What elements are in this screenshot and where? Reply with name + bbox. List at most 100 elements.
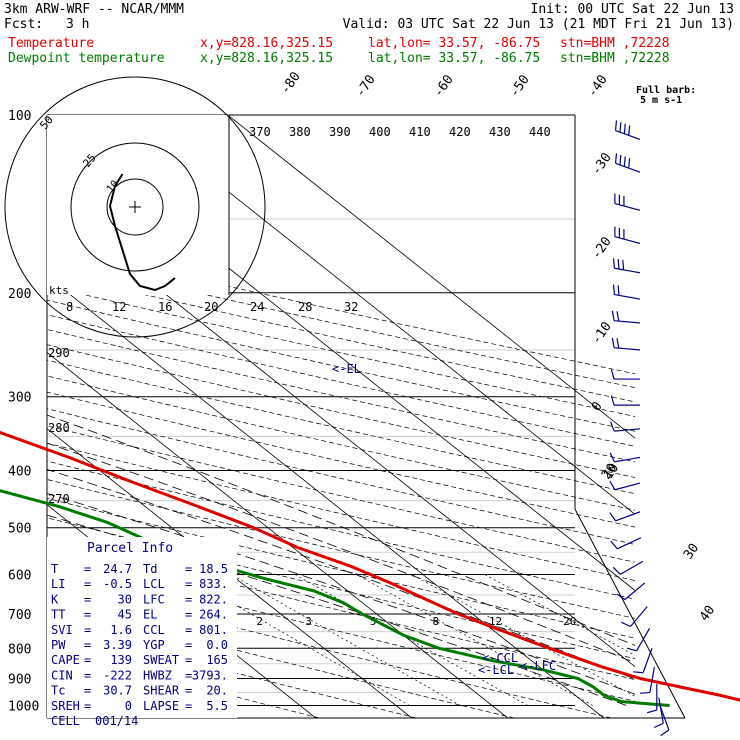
parcel-equals-right: =	[185, 638, 192, 652]
isotherm-label: 40	[697, 603, 718, 624]
wind-barb-staff	[619, 560, 644, 575]
wind-barb-flag	[622, 259, 625, 270]
wind-barb-flag	[611, 337, 615, 348]
isotherm-label: 30	[681, 541, 702, 562]
dry-adiabat-label: 290	[48, 346, 70, 360]
parcel-value-right: 0.0	[206, 638, 228, 652]
pressure-tick-label: 300	[8, 391, 31, 406]
isotherm-label: 0	[589, 399, 606, 414]
wind-barb-staff	[614, 482, 641, 491]
parcel-key-left: Tc	[51, 684, 65, 698]
dry-adiabat	[47, 601, 515, 718]
parcel-key-right: LFC	[143, 592, 165, 606]
dry-adiabat	[47, 314, 635, 447]
mixing-ratio-label: 2	[256, 615, 263, 628]
mixing-ratio-line	[231, 574, 461, 706]
isotherm-line	[227, 115, 635, 439]
parcel-value-right: 822.	[199, 592, 228, 606]
isotherm-line	[47, 275, 605, 718]
parcel-cell-value: 001/14	[95, 714, 138, 728]
legend-dewpoint-latlon: lat,lon= 33.57, -86.75	[368, 51, 541, 66]
isotherm-line	[47, 351, 509, 718]
isotherm-label: 20	[599, 461, 620, 482]
wind-barb-staff	[659, 705, 670, 731]
mixing-ratio-line	[484, 574, 635, 656]
parcel-value-left: 24.7	[103, 562, 132, 576]
dry-adiabat	[47, 344, 635, 478]
parcel-value-right: 3793.	[192, 668, 228, 682]
mixing-ratio-line	[356, 574, 594, 706]
wind-barb-staff	[649, 666, 655, 693]
wind-barb-flag	[617, 259, 620, 270]
parcel-value-left: 3.39	[103, 638, 132, 652]
parcel-value-left: 139	[110, 653, 132, 667]
pressure-tick-label: 1000	[8, 699, 39, 714]
parcel-value-right: 833.	[199, 577, 228, 591]
isotherm-label: -40	[585, 72, 611, 100]
parcel-equals-left: =	[84, 577, 91, 591]
theta-label: 390	[329, 125, 351, 139]
moist-adiabat	[47, 414, 635, 646]
wind-barb-flag	[619, 154, 622, 165]
parcel-equals-right: =	[185, 623, 192, 637]
wind-barb-flag	[616, 311, 620, 322]
parcel-equals-left: =	[84, 562, 91, 576]
wind-barb-staff	[616, 537, 642, 550]
forecast-label: Fcst:	[4, 17, 44, 32]
parcel-value-left: -0.5	[103, 577, 132, 591]
pressure-tick-label: 900	[8, 672, 31, 687]
moist-adiabat	[47, 493, 635, 695]
wind-barb-staff	[636, 627, 651, 652]
wind-barb-flag	[623, 123, 626, 134]
wind-barb-flag	[614, 120, 618, 131]
parcel-key-left: SVI	[51, 623, 73, 637]
legend-dewpoint-xy: x,y=828.16,325.15	[200, 51, 334, 66]
wind-barb-unit: 5 m s-1	[640, 95, 682, 106]
dry-adiabat	[47, 497, 635, 639]
wind-barb-flag	[653, 722, 664, 729]
wind-barb-flag	[614, 153, 618, 164]
forecast-hour: 3 h	[66, 17, 90, 32]
level-marker-label: <-LCL	[478, 663, 514, 677]
model-title: 3km ARW-WRF -- NCAR/MMM	[4, 2, 185, 17]
parcel-cell-label: CELL	[51, 714, 80, 728]
parcel-key-right: CCL	[143, 623, 165, 637]
wind-barb-flag	[610, 395, 615, 406]
pressure-tick-label: 700	[8, 608, 31, 623]
parcel-key-left: LI	[51, 577, 65, 591]
wind-barb-flag	[628, 125, 631, 136]
parcel-equals-right: =	[185, 562, 192, 576]
hodograph-ring	[70, 142, 200, 272]
isotherm-line	[47, 428, 413, 718]
wind-barb-staff	[615, 511, 641, 522]
upper-scale-label: 32	[344, 300, 358, 314]
parcel-key-left: CIN	[51, 668, 73, 682]
parcel-key-left: K	[51, 592, 59, 606]
parcel-equals-left: =	[84, 608, 91, 622]
parcel-value-right: 5.5	[206, 699, 228, 713]
wind-barb-staff	[615, 129, 641, 141]
upper-scale-label: 16	[158, 300, 172, 314]
wind-barb-staff	[615, 162, 641, 173]
parcel-value-right: 20.	[206, 684, 228, 698]
legend-temperature: Temperature	[8, 36, 95, 51]
temperature-profile	[0, 430, 740, 702]
wind-barb-flag	[660, 729, 670, 737]
parcel-key-right: HWBZ	[143, 668, 172, 682]
wind-barb-staff	[614, 456, 641, 463]
wind-barb-flag	[610, 540, 618, 550]
parcel-equals-right: =	[185, 592, 192, 606]
parcel-value-left: -222	[103, 668, 132, 682]
parcel-info-title: Parcel Info	[87, 541, 173, 556]
isotherm-label: -70	[353, 72, 379, 100]
wind-barb-title: Full barb:	[636, 85, 696, 96]
isotherm-label: -30	[589, 150, 615, 178]
parcel-key-right: LAPSE	[143, 699, 179, 713]
level-marker-label: <-CCL	[482, 651, 518, 665]
parcel-key-right: Td	[143, 562, 157, 576]
parcel-equals-left: =	[84, 668, 91, 682]
wind-barb-staff	[614, 236, 641, 245]
parcel-value-right: 165	[206, 653, 228, 667]
